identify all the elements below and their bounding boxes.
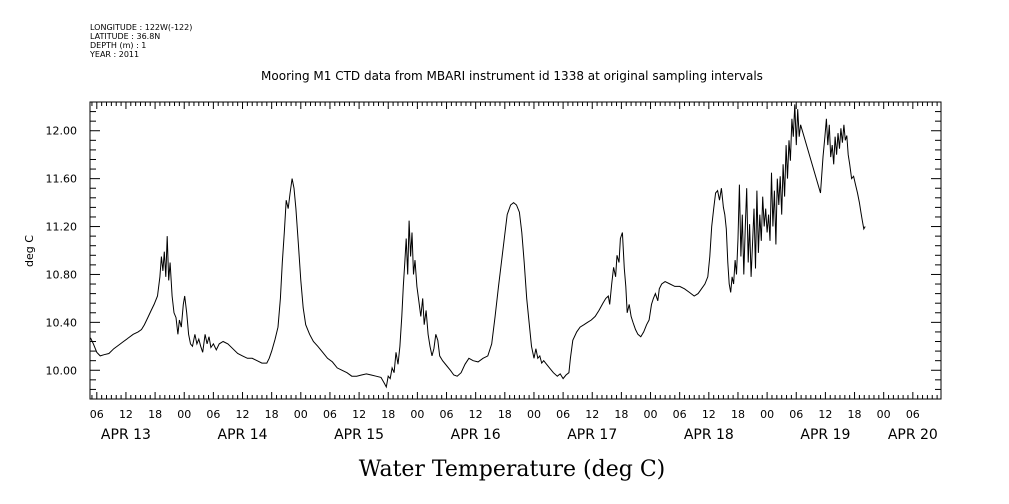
x-day-label: APR 13: [101, 427, 151, 443]
x-tick-label: 18: [148, 408, 162, 421]
x-day-label: APR 14: [218, 427, 268, 443]
day-labels: APR 13 APR 14 APR 15 APR 16 APR 17 APR 18 APR …: [101, 427, 938, 443]
x-tick-label: 06: [323, 408, 337, 421]
x-tick-label: 06: [673, 408, 687, 421]
x-tick-label: 06: [556, 408, 570, 421]
x-tick-labels: 06 12 18 00 06 12 18 00 06 12 18 00 06 12 18 00 06 12 18 00…: [90, 408, 920, 421]
x-tick-label: 06: [906, 408, 920, 421]
header-year: YEAR : 2011: [89, 50, 139, 59]
x-tick-label: 12: [236, 408, 250, 421]
x-axis-title: Water Temperature (deg C): [359, 457, 666, 482]
x-tick-label: 12: [585, 408, 599, 421]
x-tick-label: 18: [848, 408, 862, 421]
x-tick-label: 00: [294, 408, 308, 421]
x-day-label: APR 18: [684, 427, 734, 443]
chart-title: Mooring M1 CTD data from MBARI instrumen…: [261, 69, 763, 83]
x-tick-label: 18: [381, 408, 395, 421]
x-tick-label: 00: [644, 408, 658, 421]
x-tick-label: 18: [614, 408, 628, 421]
x-tick-label: 12: [352, 408, 366, 421]
x-day-label: APR 20: [888, 427, 938, 443]
x-tick-label: 06: [789, 408, 803, 421]
x-tick-label: 00: [877, 408, 891, 421]
x-day-label: APR 19: [800, 427, 850, 443]
header-latitude: LATITUDE : 36.8N: [90, 32, 160, 41]
x-tick-label: 18: [731, 408, 745, 421]
x-tick-label: 00: [177, 408, 191, 421]
x-tick-label: 00: [527, 408, 541, 421]
y-tick-label: 11.20: [46, 221, 78, 234]
y-tick-label: 10.00: [46, 364, 78, 377]
y-tick-labels: 10.00 10.40 10.80 11.20 11.60 12.00: [46, 125, 78, 378]
x-tick-label: 12: [702, 408, 716, 421]
x-tick-label: 12: [818, 408, 832, 421]
x-tick-label: 18: [498, 408, 512, 421]
x-tick-label: 06: [206, 408, 220, 421]
x-tick-label: 00: [760, 408, 774, 421]
x-tick-label: 12: [119, 408, 133, 421]
x-tick-label: 18: [265, 408, 279, 421]
header-depth: DEPTH (m) : 1: [90, 41, 146, 50]
x-day-label: APR 16: [451, 427, 501, 443]
x-tick-label: 06: [90, 408, 104, 421]
x-tick-label: 06: [440, 408, 454, 421]
tick-marks: [90, 102, 941, 399]
x-tick-label: 12: [469, 408, 483, 421]
y-tick-label: 11.60: [46, 173, 78, 186]
header-longitude: LONGITUDE : 122W(-122): [90, 23, 192, 32]
y-tick-label: 10.40: [46, 316, 78, 329]
x-day-label: APR 17: [567, 427, 617, 443]
y-tick-label: 12.00: [46, 125, 78, 138]
y-axis-label: deg C: [23, 235, 36, 267]
temperature-series-line: [90, 104, 866, 389]
x-tick-label: 00: [410, 408, 424, 421]
x-day-label: APR 15: [334, 427, 384, 443]
plot-frame: [89, 101, 942, 400]
y-tick-label: 10.80: [46, 268, 78, 281]
